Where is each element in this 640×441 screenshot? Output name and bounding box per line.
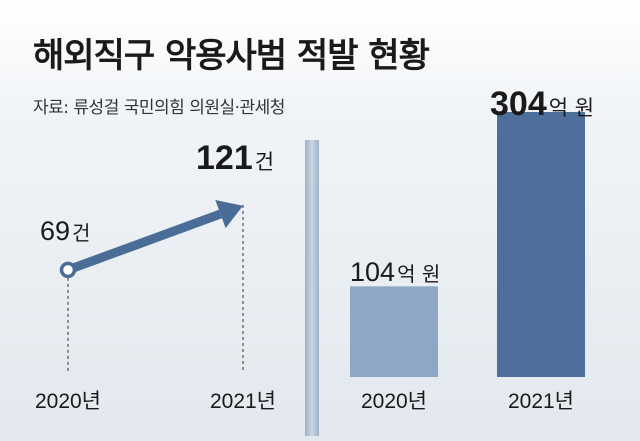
point-2020 [59,261,77,279]
trend-line [66,209,223,275]
trend-arrowhead [215,199,243,229]
bar-value-label-2021: 304억 원 [490,85,594,123]
panel-divider [305,140,319,436]
bar-category-label-2020: 2020년 [361,390,427,413]
line-value-label-2021: 121건 [196,139,274,177]
bar-2020 [350,286,438,377]
line-category-label-2020: 2020년 [35,390,101,413]
bar-category-label-2021: 2021년 [508,390,574,413]
bar-value-label-2020: 104 억 원 [350,257,440,287]
line-category-label-2021: 2021년 [210,390,276,413]
line-value-label-2020: 69 건 [40,216,90,246]
chart-title: 해외직구 악용사범 적발 현황 [33,36,430,76]
bar-2021 [497,112,585,377]
source-note: 자료: 류성걸 국민의힘 의원실·관세청 [33,98,285,118]
